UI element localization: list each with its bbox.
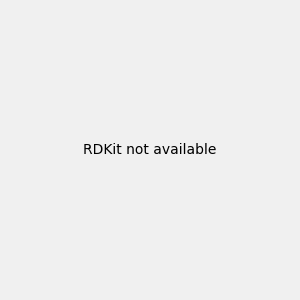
Text: RDKit not available: RDKit not available <box>83 143 217 157</box>
